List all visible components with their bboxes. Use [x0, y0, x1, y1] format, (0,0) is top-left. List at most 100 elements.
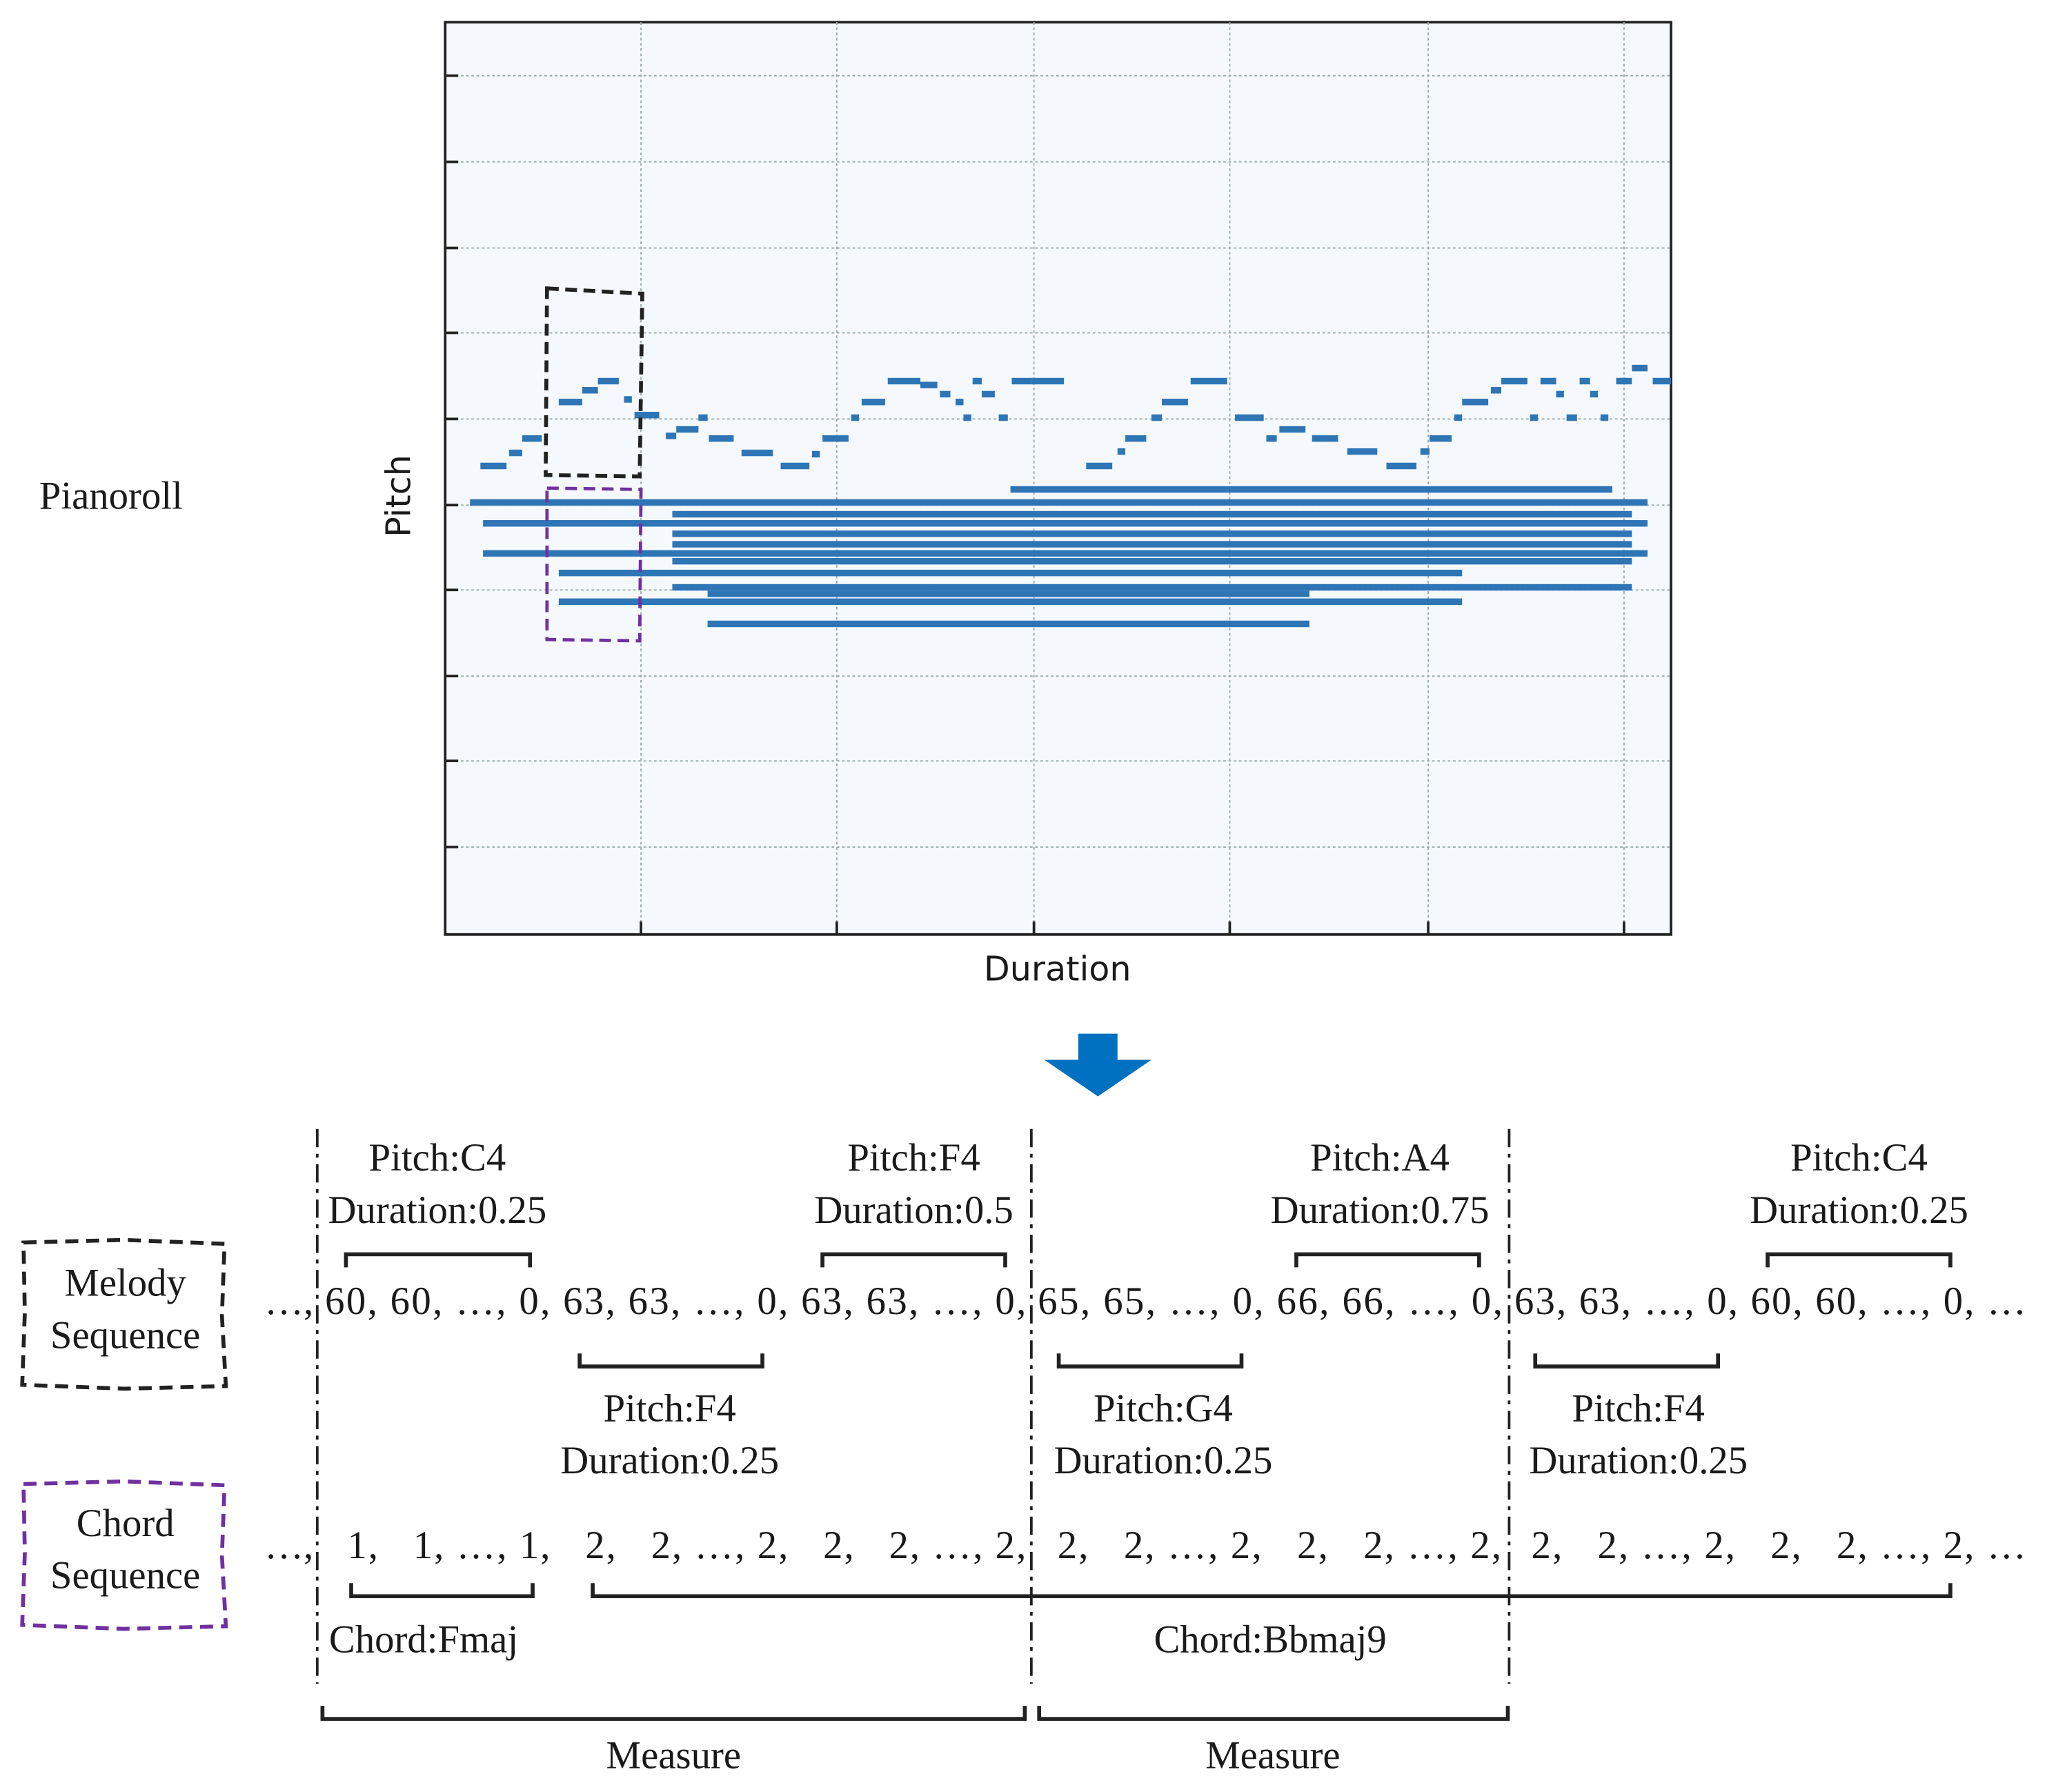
measure-label: Measure	[1205, 1734, 1340, 1778]
pitch-annotation: Pitch:C4	[1790, 1136, 1928, 1179]
duration-annotation: Duration:0.25	[1054, 1439, 1273, 1482]
melody-note	[887, 377, 921, 385]
melody-note	[851, 414, 860, 421]
melody-note	[1652, 377, 1672, 385]
duration-annotation: Duration:0.5	[814, 1188, 1013, 1232]
melody-note	[1347, 448, 1378, 455]
chord-note	[672, 541, 1632, 548]
pitch-annotation: Pitch:A4	[1310, 1136, 1450, 1179]
plot-area	[444, 21, 1672, 936]
duration-annotation: Duration:0.25	[1750, 1188, 1968, 1232]
melody-note	[1616, 377, 1632, 385]
duration-annotation: Duration:0.25	[328, 1188, 546, 1232]
chord-note	[672, 557, 1632, 565]
melody-note	[1031, 377, 1065, 385]
melody-note	[1190, 377, 1227, 385]
melody-sequence: 63, 63, …, 0, 60, 60, …, 0, …	[1514, 1280, 2026, 1323]
melody-note	[1530, 414, 1539, 421]
melody-note	[1086, 462, 1113, 470]
chord-note	[558, 598, 1463, 606]
chord-sequence: 2, 2, …, 2, 2, 2, …, 2, …	[1532, 1524, 2026, 1567]
melody-note	[1420, 448, 1430, 455]
bracket	[320, 1706, 1027, 1721]
pitch-annotation: Pitch:F4	[1572, 1386, 1705, 1430]
chord-name: Chord:Fmaj	[329, 1617, 518, 1661]
melody-note	[634, 411, 660, 419]
chord-note	[672, 530, 1632, 537]
chord-note	[470, 499, 1648, 506]
pitch-annotation: Pitch:F4	[604, 1386, 736, 1430]
melody-note	[1556, 390, 1564, 398]
pitch-annotation: Pitch:G4	[1094, 1386, 1233, 1430]
melody-note	[1454, 414, 1463, 421]
melody-note	[1162, 399, 1188, 406]
chord-box	[20, 1479, 228, 1631]
chord-note	[558, 569, 1463, 577]
chord-note	[672, 584, 1632, 591]
melody-note	[1279, 426, 1306, 433]
melody-note	[1566, 414, 1577, 421]
melody-note	[558, 399, 582, 406]
pianoroll-label: Pianoroll	[39, 475, 183, 518]
bracket	[1533, 1353, 1720, 1368]
melody-note	[861, 399, 885, 406]
pitch-annotation: Pitch:C4	[369, 1136, 506, 1179]
melody-note	[780, 462, 810, 470]
chord-sequence: 1, 1, …, 1, 2, 2, …, 2, 2, 2, …, 2,	[347, 1524, 1026, 1567]
y-axis-label: Pitch	[378, 455, 418, 537]
melody-note	[1117, 448, 1126, 455]
melody-note	[811, 450, 820, 458]
melody-note	[1632, 364, 1648, 372]
melody-note	[597, 377, 619, 385]
melody-note	[676, 426, 699, 433]
melody-note	[1312, 435, 1338, 442]
melody-note	[1462, 399, 1489, 406]
melody-note	[666, 432, 677, 439]
melody-note	[1501, 377, 1527, 385]
melody-note	[822, 435, 849, 442]
melody-note	[963, 414, 971, 421]
bracket	[344, 1252, 533, 1268]
chord-label: Chord	[77, 1502, 175, 1545]
pitch-annotation: Pitch:F4	[847, 1136, 980, 1179]
chord-sequence: …,	[264, 1524, 313, 1567]
melody-note	[582, 387, 598, 394]
chord-note	[707, 590, 1309, 597]
bracket	[577, 1353, 764, 1368]
melody-note	[1266, 435, 1277, 442]
measure-label: Measure	[606, 1734, 741, 1778]
chord-note	[707, 620, 1309, 628]
melody-highlight	[544, 286, 644, 479]
melody-sequence: …,	[264, 1280, 313, 1323]
melody-note	[998, 414, 1008, 421]
melody-label: Sequence	[50, 1313, 200, 1357]
brackets	[320, 1252, 1952, 1721]
chord-highlight	[545, 486, 643, 643]
chord-note	[672, 510, 1632, 518]
chord-sequence: 2, 2, …, 2, 2, 2, …, 2,	[1058, 1524, 1501, 1567]
melody-note	[624, 396, 632, 403]
bracket	[1056, 1353, 1244, 1368]
chord-note	[1010, 486, 1612, 493]
bracket	[349, 1583, 535, 1599]
melody-note	[1600, 414, 1609, 421]
melody-note	[972, 377, 982, 385]
duration-annotation: Duration:0.25	[1529, 1439, 1748, 1482]
melody-note	[940, 390, 951, 398]
melody-box	[20, 1237, 228, 1391]
melody-note	[508, 449, 522, 457]
melody-note	[698, 414, 708, 421]
melody-note	[1386, 462, 1417, 470]
melody-note	[1235, 414, 1264, 421]
melody-note	[1125, 435, 1147, 442]
melody-note	[920, 381, 938, 388]
melody-note	[709, 435, 734, 442]
melody-note	[522, 435, 542, 442]
melody-note	[1151, 414, 1163, 421]
melody-note	[1590, 390, 1599, 398]
melody-sequence: 60, 60, …, 0, 63, 63, …, 0, 63, 63, …, 0…	[325, 1280, 1026, 1323]
melody-label: Melody	[64, 1262, 186, 1305]
melody-note	[981, 390, 995, 398]
